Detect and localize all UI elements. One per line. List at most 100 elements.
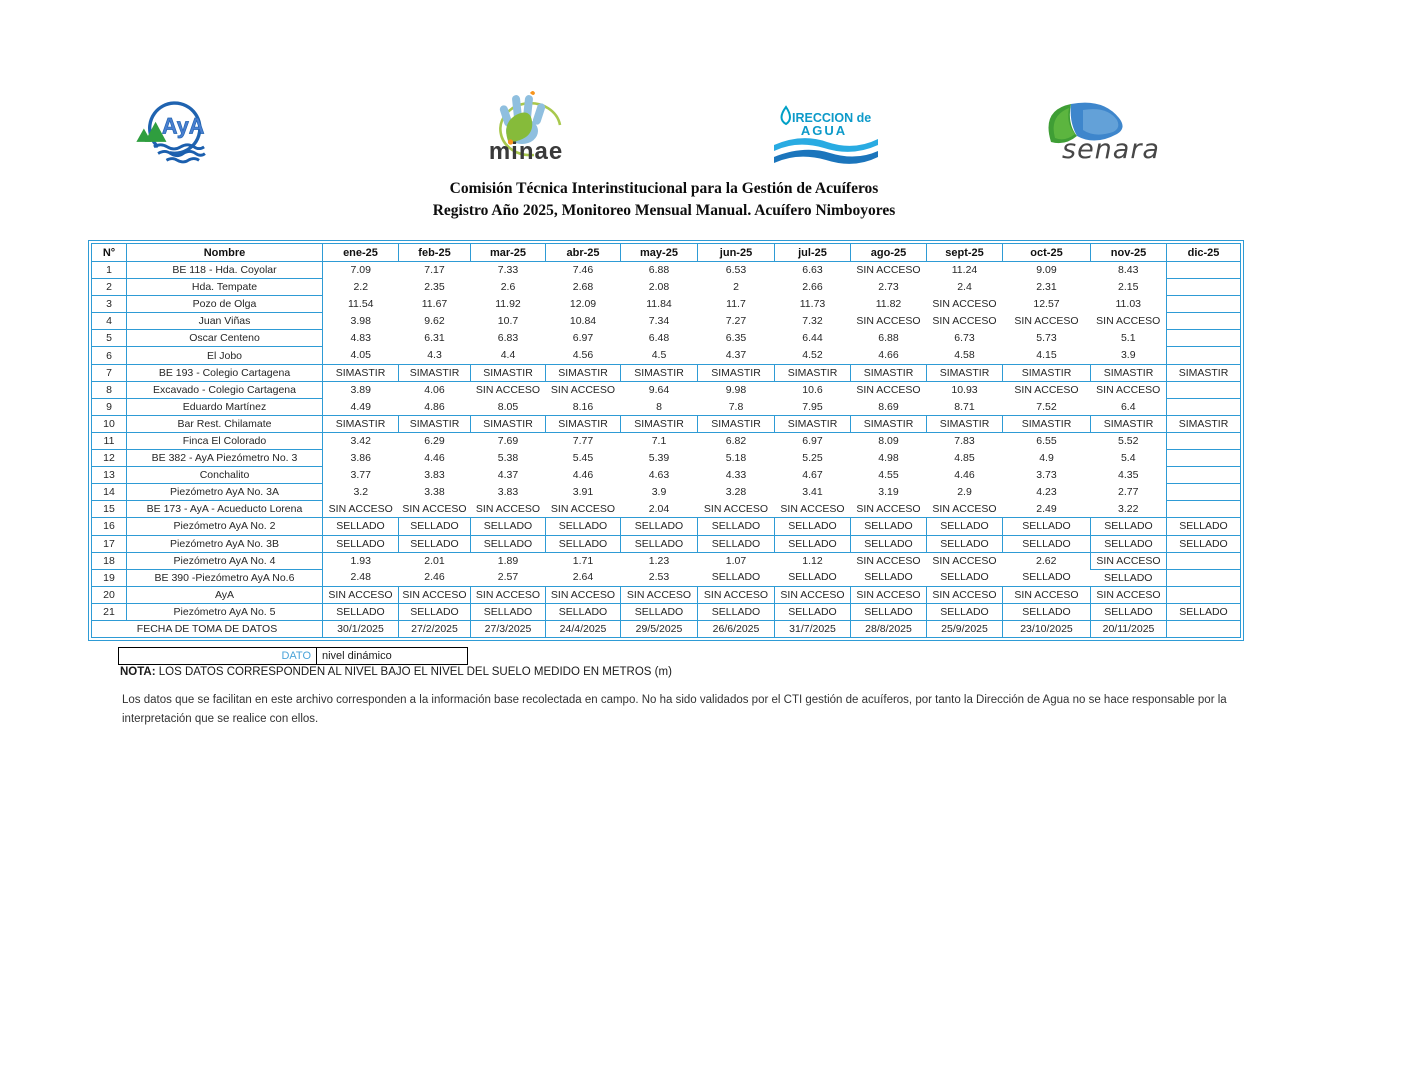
value-cell: SIN ACCESO bbox=[856, 503, 921, 516]
table-row: 4 Juan Viñas 3.98 9.62 10.7 10.84 7.34 7.27 7.32… bbox=[91, 312, 1241, 331]
value-cell: SELLADO bbox=[470, 602, 546, 621]
value-cell: SIMASTIR bbox=[470, 363, 546, 382]
value-cell: 3.28 bbox=[725, 486, 747, 499]
value-cell bbox=[1166, 483, 1241, 502]
value-cell: SIMASTIR bbox=[850, 363, 927, 382]
legend-label: DATO bbox=[118, 647, 316, 665]
value-cell: 11.03 bbox=[1115, 298, 1142, 311]
row-number-cell: 9 bbox=[91, 397, 127, 416]
table-body: 1 BE 118 - Hda. Coyolar 7.09 7.17 7.33 7.46 6.… bbox=[91, 260, 1241, 639]
value-cell: 4.37 bbox=[725, 349, 747, 362]
value-cell: 2.08 bbox=[648, 281, 670, 294]
well-name-cell: Piezómetro AyA No. 3B bbox=[126, 534, 323, 553]
value-cell: SIN ACCESO bbox=[1002, 585, 1091, 604]
value-cell: SELLADO bbox=[926, 602, 1003, 621]
value-cell: 2.57 bbox=[497, 571, 519, 584]
table-row: 19 BE 390 -Piezómetro AyA No.6 2.48 2.46 2.5… bbox=[91, 568, 1241, 587]
value-cell: 3.89 bbox=[350, 383, 371, 396]
value-cell: 4.33 bbox=[725, 469, 747, 482]
value-cell: 4.3 bbox=[427, 349, 442, 362]
value-cell: SIN ACCESO bbox=[328, 503, 393, 516]
value-cell: SIN ACCESO bbox=[932, 315, 997, 328]
value-cell: SIN ACCESO bbox=[856, 264, 921, 277]
well-name-cell: BE 193 - Colegio Cartagena bbox=[126, 363, 323, 382]
value-cell: 5.45 bbox=[572, 452, 594, 465]
value-cell: 2.01 bbox=[424, 554, 445, 567]
value-cell: 3.41 bbox=[802, 486, 823, 499]
value-cell: SIMASTIR bbox=[774, 363, 851, 382]
value-cell: 2.77 bbox=[1118, 486, 1139, 499]
column-header: abr-25 bbox=[545, 243, 621, 262]
value-cell: 3.73 bbox=[1036, 469, 1057, 482]
value-cell: 7.83 bbox=[954, 435, 975, 448]
value-cell bbox=[1166, 397, 1241, 416]
row-number-cell: 18 bbox=[91, 551, 127, 570]
value-cell: 4.46 bbox=[572, 469, 594, 482]
value-cell: 2.46 bbox=[424, 571, 445, 584]
value-cell: SIN ACCESO bbox=[932, 554, 997, 567]
value-cell: 2.6 bbox=[500, 281, 516, 294]
value-cell: SIN ACCESO bbox=[402, 503, 467, 516]
nota-text: LOS DATOS CORRESPONDEN AL NIVEL BAJO EL … bbox=[158, 666, 672, 678]
value-cell: SIMASTIR bbox=[1090, 414, 1167, 433]
direccion-agua-logo: IRECCION de AGUA bbox=[772, 95, 880, 176]
value-cell: 4.23 bbox=[1036, 486, 1057, 499]
row-number-cell: 6 bbox=[91, 346, 127, 365]
value-cell: 2.68 bbox=[572, 281, 594, 294]
monitoring-table-outer-border: N° Nombre ene-25 feb-25 mar-25 abr-25 may-25 ju… bbox=[88, 240, 1244, 642]
value-cell: SELLADO bbox=[850, 534, 927, 553]
value-cell: 11.54 bbox=[348, 298, 374, 311]
value-cell: SIN ACCESO bbox=[322, 585, 399, 604]
value-cell: SELLADO bbox=[697, 517, 775, 536]
value-cell: 4.37 bbox=[497, 469, 519, 482]
value-cell: 4.52 bbox=[802, 349, 823, 362]
report-title: Comisión Técnica Interinstitucional para… bbox=[88, 178, 1240, 222]
value-cell: 2 bbox=[733, 281, 739, 294]
value-cell: 4.98 bbox=[878, 452, 899, 465]
well-name-cell: BE 390 -Piezómetro AyA No.6 bbox=[126, 568, 323, 587]
value-cell: 2.64 bbox=[572, 571, 594, 584]
column-header: mar-25 bbox=[470, 243, 546, 262]
value-cell: SELLADO bbox=[1002, 602, 1091, 621]
value-cell: 4.15 bbox=[1036, 349, 1057, 362]
row-number-cell: 3 bbox=[91, 295, 127, 314]
value-cell: SELLADO bbox=[940, 571, 989, 584]
value-cell: 11.67 bbox=[421, 298, 448, 311]
legend-value: nivel dinámico bbox=[316, 647, 468, 665]
value-cell: 1.89 bbox=[497, 554, 519, 567]
row-number-cell: 10 bbox=[91, 414, 127, 433]
report-title-line2: Registro Año 2025, Monitoreo Mensual Man… bbox=[432, 202, 896, 219]
value-cell: 5.25 bbox=[802, 452, 823, 465]
value-cell: 3.2 bbox=[353, 486, 369, 499]
well-name-cell: Oscar Centeno bbox=[126, 329, 323, 348]
value-cell: SELLADO bbox=[322, 517, 399, 536]
value-cell: SELLADO bbox=[850, 517, 927, 536]
value-cell: SIN ACCESO bbox=[475, 383, 541, 396]
row-number-cell: 2 bbox=[91, 278, 127, 297]
value-cell: SELLADO bbox=[788, 571, 837, 584]
value-cell: 4.85 bbox=[954, 452, 975, 465]
value-cell: 5.4 bbox=[1120, 452, 1136, 465]
value-cell: 2.35 bbox=[424, 281, 445, 294]
value-cell: 4.55 bbox=[878, 469, 899, 482]
value-cell: SIN ACCESO bbox=[932, 503, 997, 516]
value-cell: SIMASTIR bbox=[697, 363, 775, 382]
value-cell: 3.83 bbox=[424, 469, 445, 482]
value-cell: SELLADO bbox=[545, 534, 621, 553]
value-cell: 2.53 bbox=[648, 571, 670, 584]
value-cell: 6.97 bbox=[572, 332, 594, 345]
row-number-cell: 7 bbox=[91, 363, 127, 382]
value-cell: 6.53 bbox=[725, 264, 747, 277]
value-cell: SIN ACCESO bbox=[1014, 315, 1079, 328]
value-cell: SIN ACCESO bbox=[856, 383, 921, 396]
value-cell: 6.31 bbox=[424, 332, 445, 345]
value-cell: 6.88 bbox=[878, 332, 899, 345]
row-number-cell: 8 bbox=[91, 380, 127, 399]
well-name-cell: Piezómetro AyA No. 3A bbox=[126, 483, 323, 502]
monitoring-table: N° Nombre ene-25 feb-25 mar-25 abr-25 may-25 ju… bbox=[91, 243, 1241, 639]
table-row: 16 Piezómetro AyA No. 2 SELLADO SELLADO SELL… bbox=[91, 517, 1241, 536]
value-cell: 12.57 bbox=[1033, 298, 1060, 311]
column-header: feb-25 bbox=[398, 243, 471, 262]
value-cell: SIMASTIR bbox=[545, 363, 621, 382]
value-cell: 4.66 bbox=[878, 349, 899, 362]
